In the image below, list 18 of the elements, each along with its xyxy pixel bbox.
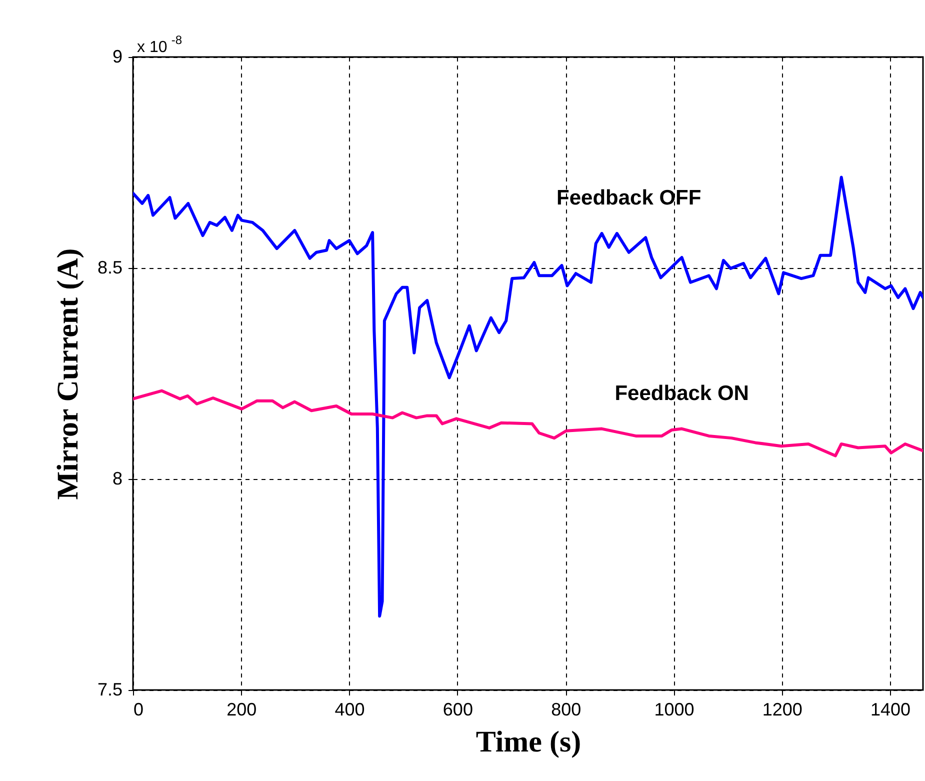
x-tick-label: 1000 [654,700,694,720]
series-label: Feedback OFF [556,186,702,210]
y-tick-label: 8 [112,468,122,488]
x-tick-label: 400 [334,700,365,720]
y-axis-title: Mirror Current (A) [51,248,84,500]
x-tick-label: 0 [134,700,144,720]
x-axis-title: Time (s) [476,726,582,758]
y-tick-label: 8.5 [97,258,122,278]
text: x 10-8 [137,33,182,56]
y-tick-label: 7.5 [97,680,122,700]
x-tick-label: 800 [551,700,582,720]
x-tick-label: 600 [442,700,473,720]
line-series [133,176,923,618]
x-tick-label: 1200 [762,700,802,720]
y-tick-label: 9 [112,46,122,66]
x-tick-label: 200 [226,700,257,720]
series-label: Feedback ON [614,382,749,405]
x-tick-label: 1400 [870,700,911,720]
